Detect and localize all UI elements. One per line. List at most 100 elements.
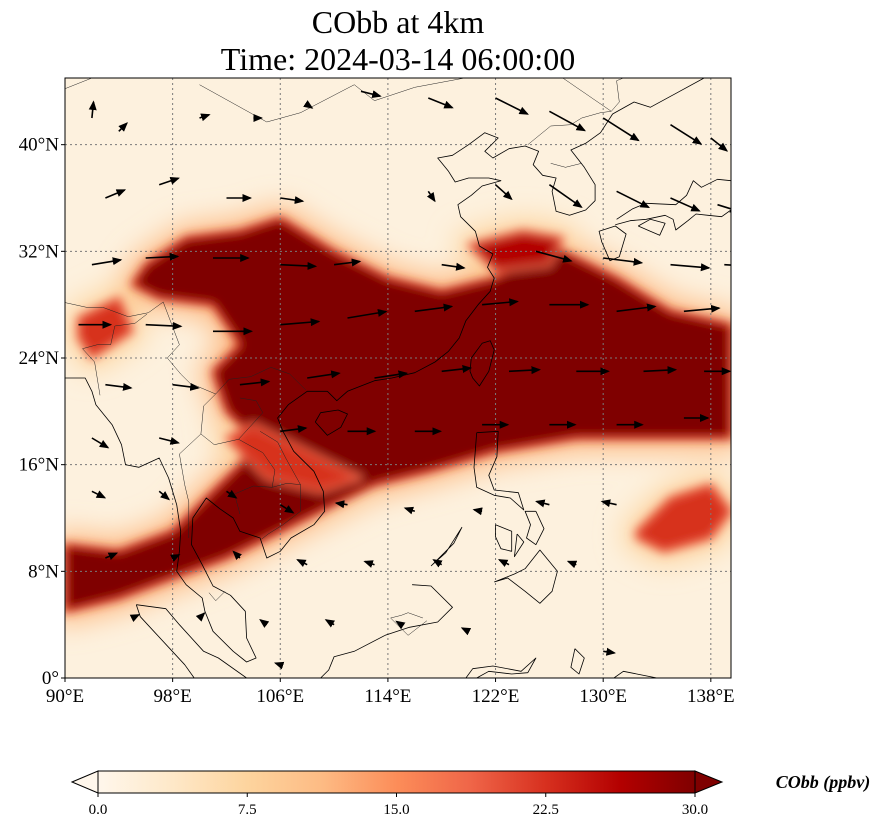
colorbar-extend-min: [70, 770, 99, 794]
coastline: [465, 657, 537, 678]
wind-arrow: [428, 97, 454, 109]
wind-arrow: [145, 252, 180, 261]
colorbar-label: CObb (ppbv): [776, 772, 870, 793]
wind-arrow: [616, 303, 657, 313]
wind-arrow: [159, 436, 180, 445]
country-border: [65, 78, 92, 89]
wind-arrow: [279, 504, 295, 514]
wind-arrow: [683, 304, 721, 313]
wind-arrow: [303, 100, 314, 109]
wind-arrow: [426, 190, 436, 203]
wind-arrow: [105, 189, 127, 199]
coastline: [615, 209, 731, 231]
wind-arrow: [710, 137, 729, 152]
country-border: [179, 433, 202, 538]
wind-arrow: [497, 559, 510, 568]
coastline: [598, 225, 627, 262]
wind-arrow: [414, 303, 454, 313]
coastline: [136, 604, 247, 678]
wind-arrow: [670, 197, 701, 212]
coastline: [524, 510, 545, 546]
country-border: [238, 397, 264, 440]
x-tick-label: 122°E: [472, 686, 520, 707]
coastlines: [65, 78, 731, 678]
wind-arrow: [432, 559, 443, 568]
wind-arrow: [602, 117, 640, 142]
country-border: [562, 78, 624, 112]
wind-arrow: [508, 366, 541, 375]
plume-region-east-patch: [634, 482, 731, 554]
country-border: [390, 612, 423, 619]
wind-arrow: [195, 612, 206, 622]
y-tick-label: 0°: [42, 668, 59, 689]
y-tick-label: 8°N: [28, 561, 59, 582]
wind-arrow: [91, 257, 123, 266]
wind-arrow: [603, 647, 616, 656]
colorbar-tick-label: 30.0: [682, 802, 708, 818]
wind-arrow: [472, 507, 483, 516]
wind-arrow: [600, 499, 617, 508]
wind-arrow: [129, 614, 141, 622]
wind-arrow: [494, 184, 513, 201]
x-axis-ticks: 90°E 98°E 106°E 114°E 122°E 130°E 138°E: [46, 678, 735, 707]
wind-arrow: [88, 100, 97, 119]
coastline: [314, 409, 348, 436]
country-border: [234, 485, 273, 515]
coastline: [430, 526, 463, 567]
wind-arrow: [535, 499, 550, 508]
wind-arrow: [280, 261, 318, 270]
wind-arrow: [334, 258, 362, 267]
map-area: [65, 78, 731, 678]
wind-arrow: [363, 560, 375, 568]
coastline: [495, 524, 513, 552]
wind-arrow: [158, 177, 180, 186]
x-tick-label: 138°E: [687, 686, 735, 707]
wind-arrow: [460, 627, 472, 636]
wind-arrow: [616, 190, 651, 209]
country-border: [199, 84, 355, 123]
y-axis-ticks: 0° 8°N 16°N 24°N 32°N 40°N: [19, 135, 65, 689]
colorbar-tick-label: 15.0: [383, 802, 409, 818]
wind-arrow: [296, 559, 308, 568]
coastline: [494, 549, 558, 604]
x-tick-label: 130°E: [579, 686, 627, 707]
wind-arrow: [105, 382, 133, 391]
wind-arrow: [441, 365, 473, 373]
wind-arrow: [199, 113, 211, 122]
wind-arrow: [347, 308, 388, 319]
x-tick-label: 90°E: [46, 686, 84, 707]
coastline: [473, 430, 525, 511]
wind-arrow: [603, 257, 644, 266]
coastline: [65, 78, 705, 663]
wind-vectors: [78, 90, 731, 670]
y-tick-label: 24°N: [19, 348, 60, 369]
coastline: [469, 340, 495, 387]
wind-arrow: [145, 321, 183, 330]
wind-arrow: [643, 366, 678, 375]
colorbar-gradient: [97, 770, 696, 794]
wind-arrow: [239, 378, 271, 387]
x-tick-label: 114°E: [364, 686, 411, 707]
wind-arrow: [105, 552, 119, 561]
y-tick-label: 40°N: [19, 135, 60, 156]
wind-arrow: [273, 661, 285, 670]
coastline: [514, 533, 525, 558]
wind-arrow: [495, 97, 529, 115]
wind-arrow: [91, 490, 107, 499]
country-border: [82, 313, 148, 396]
wind-arrow: [549, 110, 587, 132]
chart-title: CObb at 4km: [312, 4, 485, 40]
wind-arrow: [118, 122, 128, 132]
wind-arrow: [403, 506, 416, 515]
wind-arrow: [259, 618, 270, 628]
coastline: [616, 178, 731, 220]
wind-arrow: [158, 490, 171, 501]
y-tick-label: 32°N: [19, 241, 60, 262]
wind-arrow: [280, 196, 305, 205]
x-tick-label: 106°E: [256, 686, 304, 707]
wind-arrow: [395, 620, 406, 630]
country-border: [208, 591, 226, 602]
country-border: [259, 431, 301, 485]
x-tick-label: 98°E: [154, 686, 192, 707]
